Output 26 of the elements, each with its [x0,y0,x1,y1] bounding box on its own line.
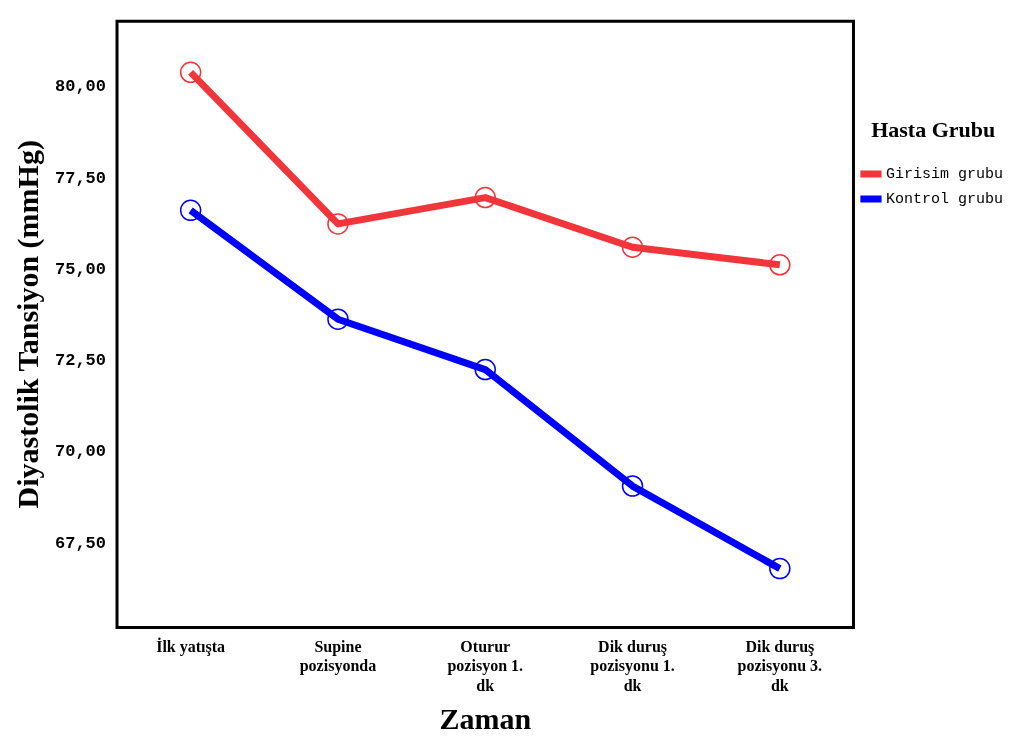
legend-label: Kontrol grubu [885,190,1004,208]
x-axis-title: Zaman [439,701,532,735]
legend-label: Girisim grubu [885,165,1004,183]
x-tick-label: Supine pozisyonda [299,638,377,676]
x-tick-label: İlk yatışta [156,637,226,657]
legend-title: Hasta Grubu [871,116,996,142]
point [474,358,496,381]
point [474,186,496,209]
point [621,236,644,258]
y-tick-label: 77,50 [54,168,107,188]
point [179,199,202,222]
point [769,254,791,276]
y-tick-label: 75,00 [54,259,107,279]
point [327,213,349,235]
x-tick-label: Dik duruş pozisyonu 1. dk [590,638,675,694]
x-tick-label: Dik duruş pozisyonu 3. dk [737,638,823,694]
point [179,61,202,84]
point [769,557,791,580]
y-tick-label: 67,50 [54,533,107,553]
y-tick-label: 80,00 [54,77,107,97]
point [621,475,644,497]
x-tick-label: Oturur pozisyon 1. dk [447,638,524,694]
point [327,308,349,330]
y-tick-label: 72,50 [54,351,107,371]
y-axis-title: Diyastolik Tansiyon (mmHg) [10,140,45,509]
y-tick-label: 70,00 [54,442,107,462]
